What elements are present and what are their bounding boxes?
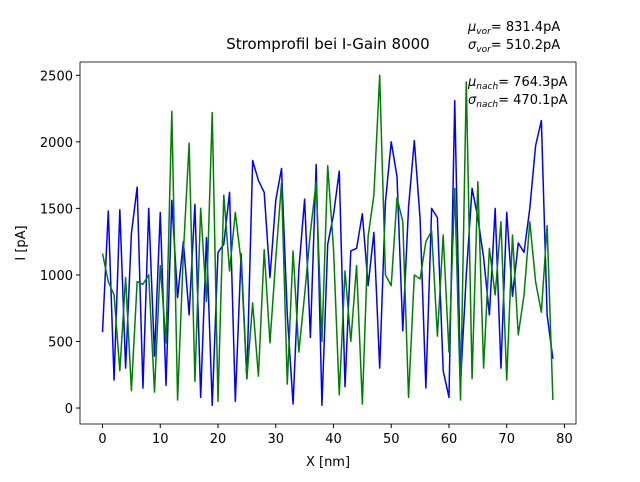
data-line: [101, 99, 554, 407]
y-tick-label: 2500: [40, 69, 73, 84]
annotation: σnach= 470.1pA: [468, 93, 568, 110]
annotation-value: = 764.3pA: [498, 75, 567, 90]
y-tick-label: 1500: [40, 202, 73, 217]
x-tick-label: 10: [152, 432, 169, 447]
y-tick-label: 0: [65, 402, 73, 417]
x-tick-label: 0: [98, 432, 106, 447]
y-axis-label: I [pA]: [14, 225, 29, 260]
x-tick-label: 20: [210, 432, 227, 447]
data-line: [101, 74, 554, 405]
plot-frame: [79, 61, 577, 425]
annotation-subscript: vor: [476, 45, 492, 55]
y-tick-label: 1000: [40, 269, 73, 284]
annotation-symbol: σ: [468, 93, 477, 108]
annotation-subscript: nach: [476, 100, 498, 110]
annotation-symbol: μ: [467, 75, 476, 90]
x-axis-label: X [nm]: [306, 455, 350, 470]
annotation-subscript: nach: [476, 82, 498, 92]
annotation-value: = 510.2pA: [491, 38, 560, 53]
x-tick-label: 30: [267, 432, 284, 447]
chart-title: Stromprofil bei I-Gain 8000: [226, 35, 429, 53]
annotation: μvor= 831.4pA: [467, 20, 560, 37]
annotation-symbol: μ: [467, 20, 476, 35]
annotation-symbol: σ: [468, 38, 477, 53]
x-tick-label: 60: [441, 432, 458, 447]
annotation: μnach= 764.3pA: [467, 75, 568, 92]
y-tick-label: 500: [48, 335, 73, 350]
y-tick-label: 2000: [40, 136, 73, 151]
annotation-value: = 831.4pA: [491, 20, 560, 35]
x-tick-label: 40: [325, 432, 342, 447]
annotation-subscript: vor: [476, 27, 492, 37]
x-tick-label: 50: [383, 432, 400, 447]
annotation: σvor= 510.2pA: [468, 38, 560, 55]
annotation-value: = 470.1pA: [498, 93, 567, 108]
x-tick-label: 70: [498, 432, 515, 447]
x-tick-label: 80: [556, 432, 573, 447]
